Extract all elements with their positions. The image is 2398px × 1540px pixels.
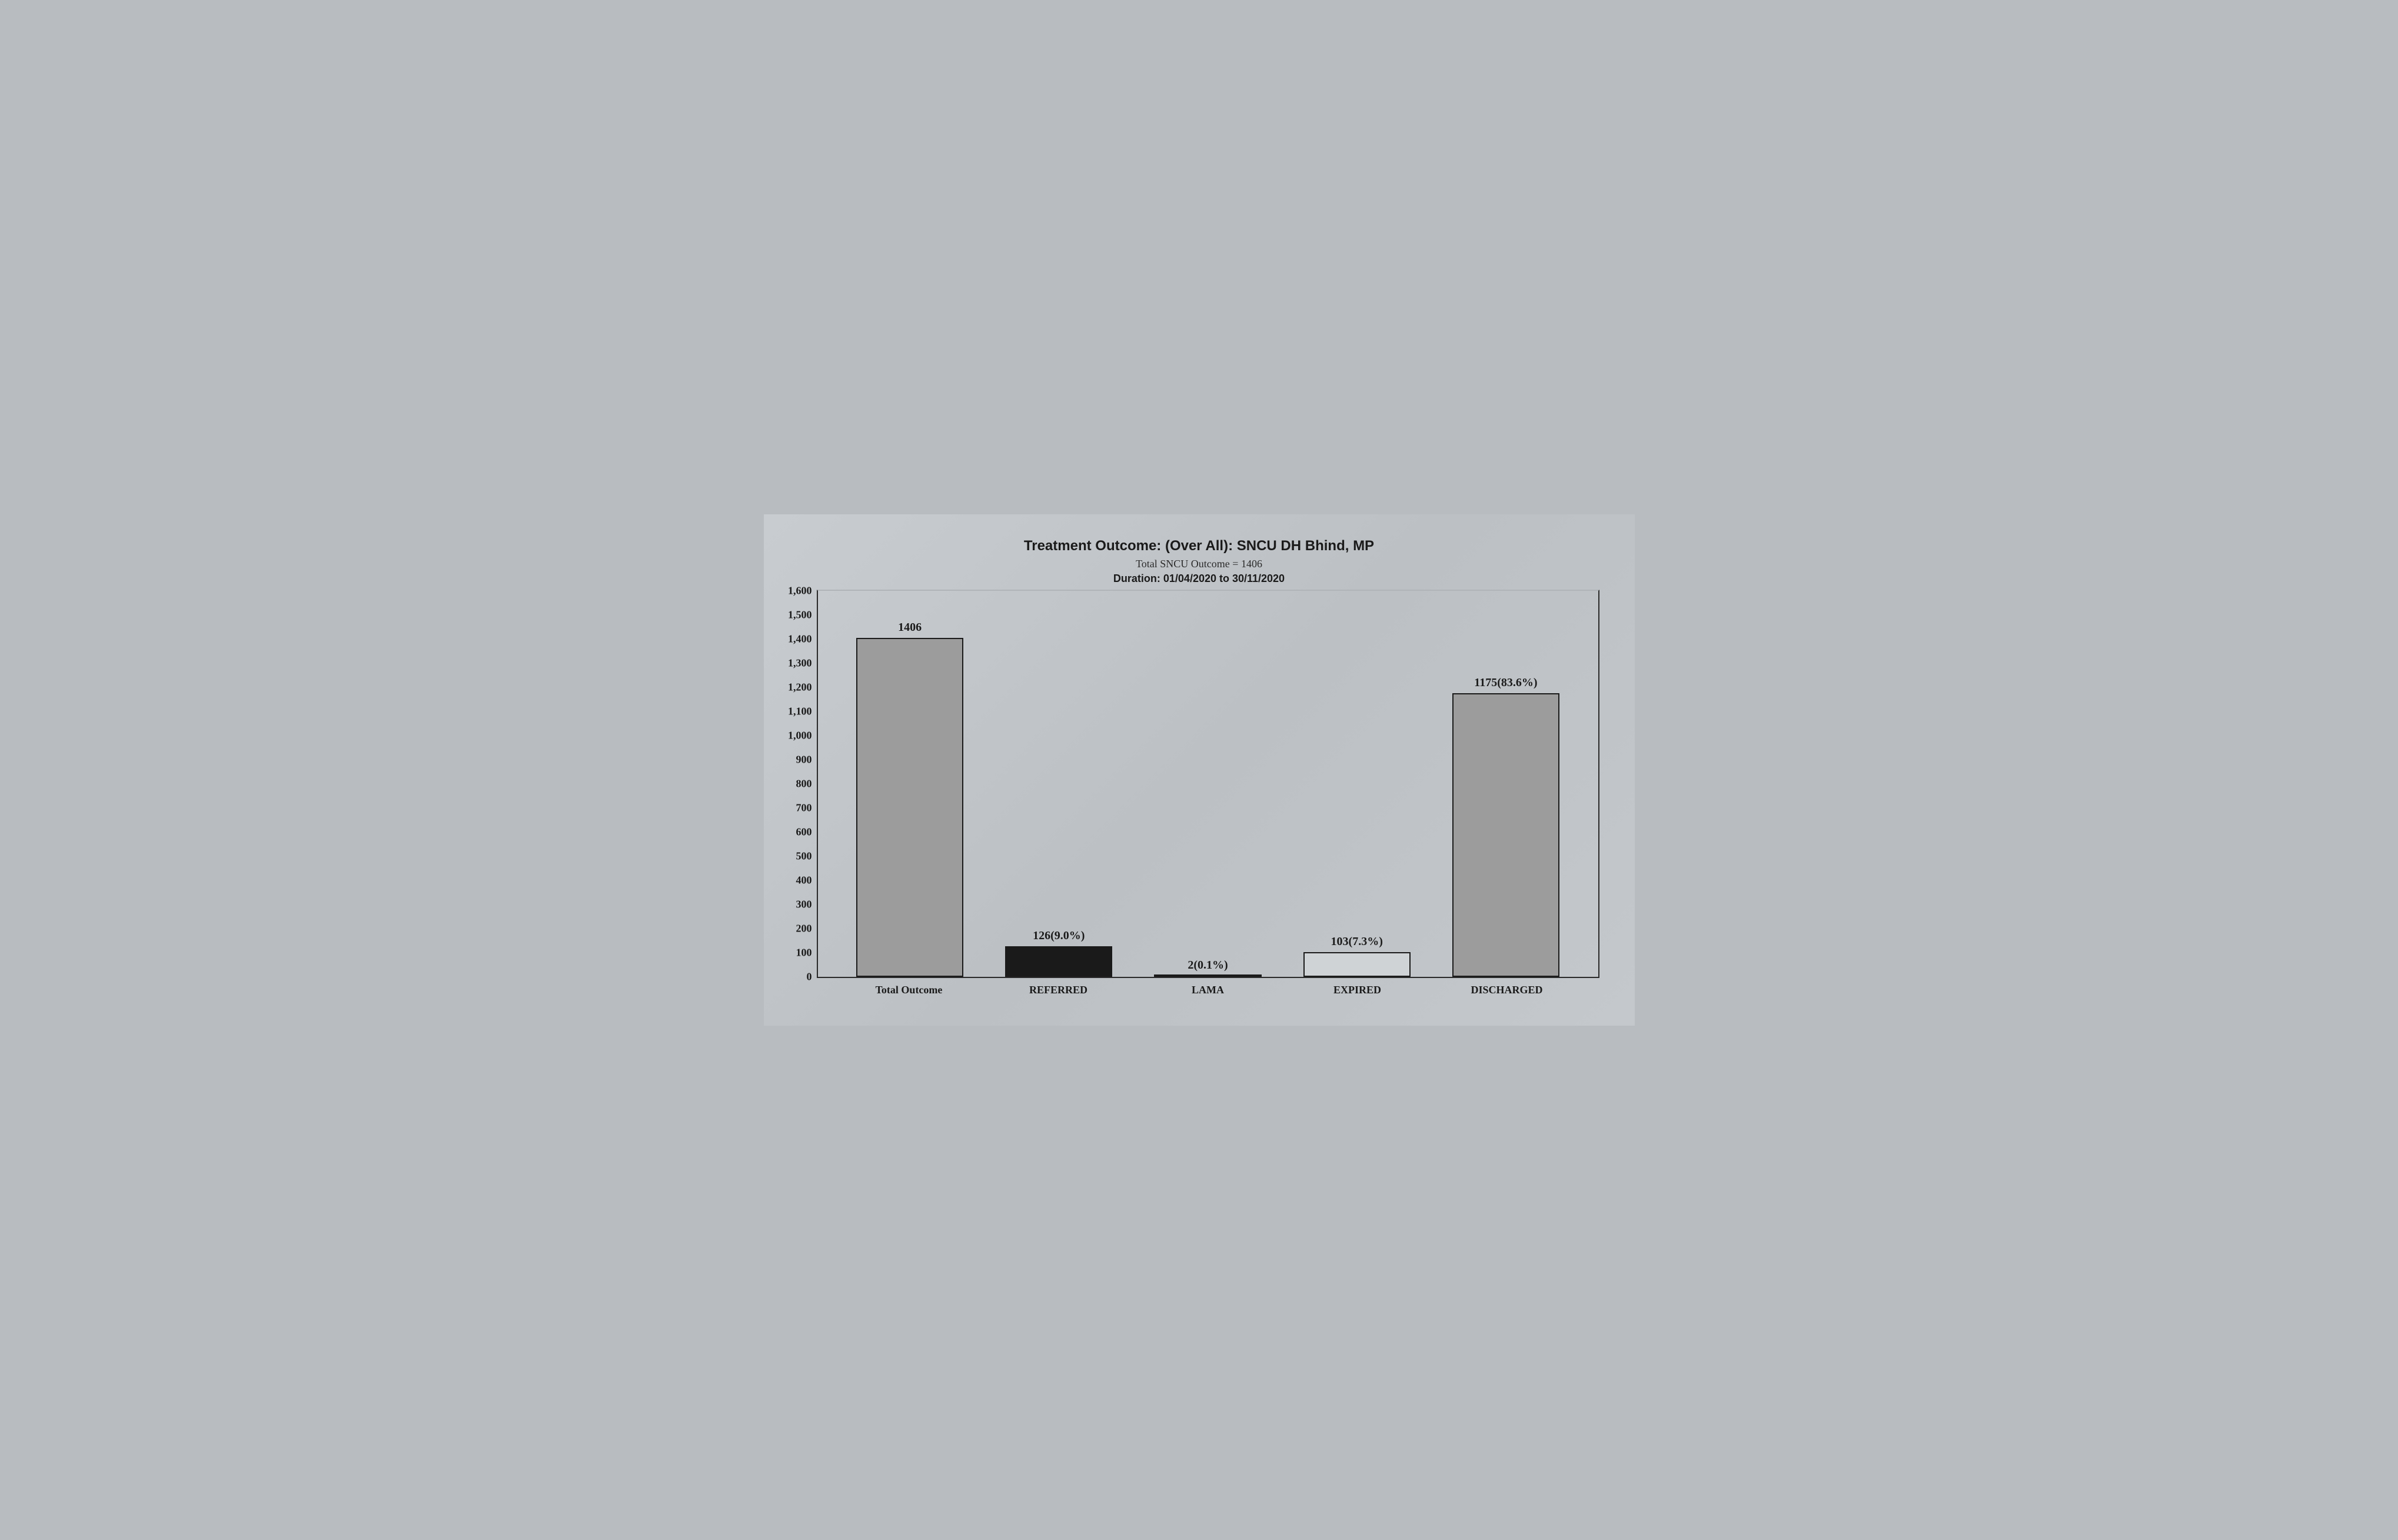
y-tick-label: 1,400 xyxy=(788,633,812,646)
bar xyxy=(1005,946,1112,977)
bar-value-label: 1175(83.6%) xyxy=(1474,676,1537,690)
y-tick-label: 1,000 xyxy=(788,730,812,742)
y-tick-label: 1,500 xyxy=(788,609,812,621)
y-tick-label: 1,200 xyxy=(788,681,812,694)
x-axis-label: EXPIRED xyxy=(1283,984,1432,996)
chart-title: Treatment Outcome: (Over All): SNCU DH B… xyxy=(781,538,1617,554)
bar-value-label: 1406 xyxy=(898,621,922,634)
y-tick-label: 1,300 xyxy=(788,657,812,670)
y-tick-label: 1,100 xyxy=(788,706,812,718)
y-tick-label: 600 xyxy=(796,826,812,839)
x-axis-labels: Total OutcomeREFERREDLAMAEXPIREDDISCHARG… xyxy=(817,978,1599,996)
chart-duration: Duration: 01/04/2020 to 30/11/2020 xyxy=(781,573,1617,585)
y-tick-label: 800 xyxy=(796,778,812,790)
chart-subtitle: Total SNCU Outcome = 1406 xyxy=(781,558,1617,570)
bar xyxy=(1303,952,1411,977)
y-tick-label: 0 xyxy=(807,971,812,983)
y-tick-label: 900 xyxy=(796,754,812,766)
bar-slot: 126(9.0%) xyxy=(985,591,1133,977)
bar xyxy=(1452,693,1559,977)
bar-value-label: 126(9.0%) xyxy=(1033,929,1085,943)
x-axis-label: Total Outcome xyxy=(834,984,984,996)
bar-slot: 2(0.1%) xyxy=(1133,591,1282,977)
y-tick-label: 400 xyxy=(796,874,812,887)
bar-value-label: 103(7.3%) xyxy=(1331,935,1383,949)
bar-slot: 1175(83.6%) xyxy=(1431,591,1580,977)
y-tick-label: 1,600 xyxy=(788,585,812,597)
bar-value-label: 2(0.1%) xyxy=(1188,959,1228,972)
bar-slot: 1406 xyxy=(836,591,985,977)
bar-slot: 103(7.3%) xyxy=(1282,591,1431,977)
y-tick-label: 500 xyxy=(796,850,812,863)
x-axis-label: LAMA xyxy=(1133,984,1283,996)
x-axis-label: REFERRED xyxy=(984,984,1133,996)
y-tick-label: 100 xyxy=(796,947,812,959)
report-page: Treatment Outcome: (Over All): SNCU DH B… xyxy=(764,514,1635,1026)
bar xyxy=(856,638,963,977)
y-tick-label: 300 xyxy=(796,899,812,911)
bars-container: 1406 126(9.0%) 2(0.1%) 103(7.3%) 1175(83.6%) xyxy=(818,591,1598,977)
y-axis: 01002003004005006007008009001,0001,1001,… xyxy=(783,591,816,977)
chart-container: 01002003004005006007008009001,0001,1001,… xyxy=(817,590,1599,996)
y-tick-label: 200 xyxy=(796,923,812,935)
y-tick-label: 700 xyxy=(796,802,812,814)
title-block: Treatment Outcome: (Over All): SNCU DH B… xyxy=(781,538,1617,585)
x-axis-label: DISCHARGED xyxy=(1432,984,1582,996)
plot-area: 01002003004005006007008009001,0001,1001,… xyxy=(817,590,1599,978)
bar xyxy=(1154,974,1261,977)
